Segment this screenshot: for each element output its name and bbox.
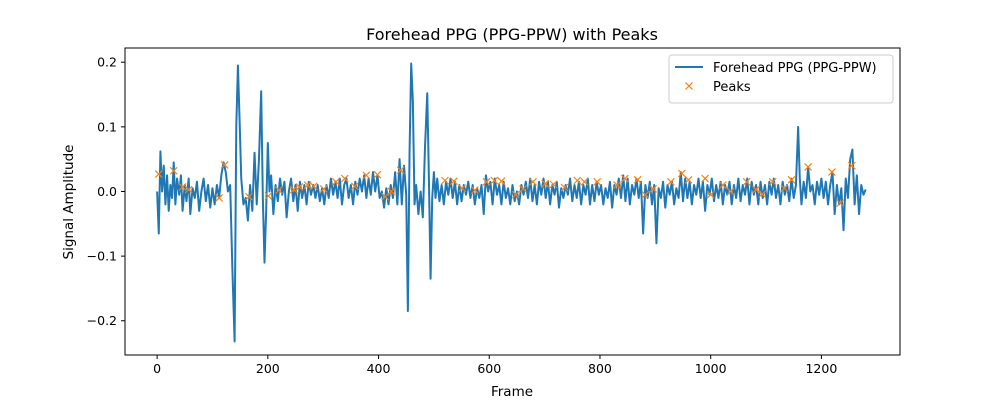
peak-marker [220,161,229,169]
peak-marker [319,184,328,193]
peak-marker [593,177,602,186]
peak-marker [701,174,710,183]
y-axis: −0.2 −0.1 0.0 0.1 0.2 [87,55,125,328]
peak-marker [340,174,349,183]
peak-marker [549,180,558,189]
peak-marker [677,169,686,178]
peak-marker [780,184,789,193]
peak-marker [541,179,550,188]
peak-marker [482,177,491,186]
peak-marker [215,194,224,202]
peak-marker [154,170,163,178]
legend: Forehead PPG (PPG-PPW) Peaks [668,54,894,104]
peak-marker [303,181,312,189]
peak-marker [684,175,693,184]
x-tick-label: 1200 [805,361,837,376]
peak-marker [387,187,396,196]
x-axis-label: Frame [491,384,533,400]
x-tick-label: 600 [477,361,501,376]
x-tick-label: 0 [153,361,161,376]
peak-marker [633,175,642,184]
peak-marker [274,186,283,195]
x-axis: 0 200 400 600 800 1000 1200 [153,355,837,376]
y-tick-label: −0.1 [87,249,117,264]
peak-marker [331,177,340,186]
peak-marker [470,186,479,195]
plot-frame [124,47,901,356]
peak-marker [373,170,382,179]
peak-marker [309,182,318,191]
peak-marker [178,183,187,191]
peak-marker [758,190,767,198]
series-layer [154,62,867,343]
legend-peak-marker [685,82,693,90]
peak-marker [613,181,622,189]
peak-marker [787,175,796,184]
peak-marker [804,162,813,171]
peak-marker [497,177,506,186]
peak-marker [580,177,589,186]
peak-marker [381,192,390,201]
peak-marker [289,185,298,194]
peak-marker [649,184,658,193]
peak-marker [295,183,304,191]
peak-marker [519,184,527,193]
peak-marker [847,161,856,170]
legend-box [668,54,894,104]
legend-label-ppg: Forehead PPG (PPG-PPW) [713,61,877,76]
peak-marker [827,168,836,177]
peak-marker [718,181,727,189]
peak-marker [560,183,569,192]
peak-marker [245,192,253,201]
x-tick-label: 200 [256,361,280,376]
peak-marker [620,174,629,183]
x-tick-label: 400 [367,361,391,376]
y-axis-label: Signal Amplitude [61,145,77,260]
y-tick-label: 0.2 [97,55,117,70]
peak-marker [752,185,760,194]
ppg-signal-line [156,62,867,343]
peak-marker [362,171,371,180]
peak-marker [706,190,715,199]
peak-marker [490,176,499,185]
peak-marker [666,177,675,186]
peak-marker [768,177,777,186]
chart-title: Forehead PPG (PPG-PPW) with Peaks [366,25,658,44]
peak-marker [350,182,359,191]
peak-marker [458,184,467,193]
peak-marker [742,177,751,186]
peak-marker [264,192,273,200]
peak-marker [511,190,520,199]
peak-marker [726,187,735,196]
peak-marker [529,177,537,186]
x-tick-label: 800 [588,361,612,376]
peak-marker [441,176,449,185]
peak-marker [836,199,845,208]
y-tick-label: 0.1 [97,119,117,134]
peak-marker [396,166,405,175]
peak-marker [184,185,193,194]
peak-marker [169,166,178,175]
peak-marker [449,177,458,186]
y-tick-label: 0.0 [97,184,117,199]
peak-marker [641,190,650,199]
legend-label-peaks: Peaks [713,80,751,95]
x-tick-label: 1000 [695,361,727,376]
y-tick-label: −0.2 [87,313,117,328]
peak-marker [573,176,582,185]
